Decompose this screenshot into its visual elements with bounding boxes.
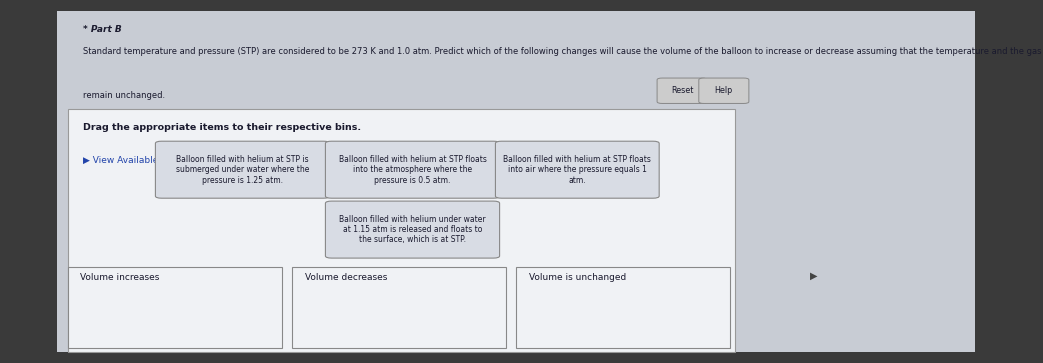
Text: ▶ View Available Hint(s): ▶ View Available Hint(s) [83,156,192,165]
Bar [68,109,735,352]
Text: Volume decreases: Volume decreases [305,273,387,282]
FancyBboxPatch shape [495,141,659,198]
Bar [68,267,282,348]
FancyBboxPatch shape [155,141,330,198]
Bar [516,267,730,348]
Text: Balloon filled with helium at STP floats
into air where the pressure equals 1
at: Balloon filled with helium at STP floats… [504,155,651,185]
Text: Balloon filled with helium under water
at 1.15 atm is released and floats to
the: Balloon filled with helium under water a… [339,215,486,245]
Text: Volume increases: Volume increases [80,273,160,282]
Text: Volume is unchanged: Volume is unchanged [529,273,626,282]
FancyBboxPatch shape [657,78,707,103]
Text: * Part B: * Part B [83,25,122,34]
Text: Balloon filled with helium at STP floats
into the atmosphere where the
pressure : Balloon filled with helium at STP floats… [339,155,486,185]
Text: Reset: Reset [671,86,694,95]
Text: Balloon filled with helium at STP is
submerged under water where the
pressure is: Balloon filled with helium at STP is sub… [176,155,309,185]
Text: remain unchanged.: remain unchanged. [83,91,166,100]
FancyBboxPatch shape [325,201,500,258]
Text: ▶: ▶ [809,271,818,281]
FancyBboxPatch shape [699,78,749,103]
Text: Drag the appropriate items to their respective bins.: Drag the appropriate items to their resp… [83,123,362,132]
Bar [292,267,506,348]
Text: Help: Help [714,86,733,95]
FancyBboxPatch shape [325,141,500,198]
Bar [57,11,975,352]
Text: Standard temperature and pressure (STP) are considered to be 273 K and 1.0 atm. : Standard temperature and pressure (STP) … [83,47,1043,56]
